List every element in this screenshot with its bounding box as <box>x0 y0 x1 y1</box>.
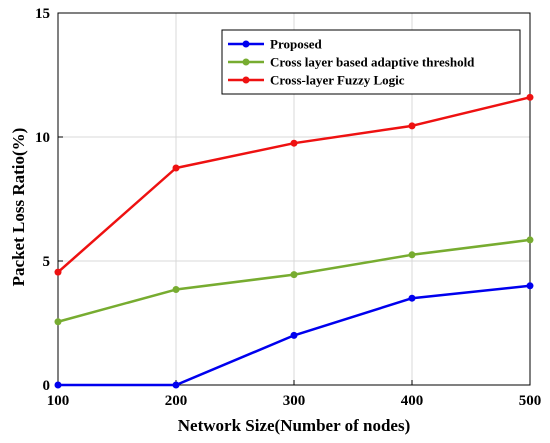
legend: Proposed Cross layer based adaptive thres… <box>221 29 521 95</box>
legend-marker <box>242 40 250 48</box>
legend-box <box>221 29 521 95</box>
x-tick-label: 500 <box>519 393 542 409</box>
legend-item: Cross layer based adaptive threshold <box>228 55 475 70</box>
data-point <box>408 122 416 130</box>
series-1 <box>54 236 534 326</box>
x-tick-label: 100 <box>47 393 70 409</box>
data-point <box>526 282 534 290</box>
data-point <box>172 286 180 294</box>
legend-label: Cross-layer Fuzzy Logic <box>270 73 405 88</box>
series-layer <box>54 93 534 389</box>
data-point <box>526 236 534 244</box>
x-tick-label: 400 <box>401 393 424 409</box>
legend-item: Proposed <box>228 37 323 52</box>
data-point <box>526 93 534 101</box>
y-tick-label: 10 <box>35 130 50 146</box>
legend-marker <box>242 76 250 84</box>
x-axis-label: Network Size(Number of nodes) <box>178 416 410 435</box>
data-point <box>290 139 298 147</box>
data-point <box>408 294 416 302</box>
series-0 <box>54 282 534 389</box>
legend-label: Cross layer based adaptive threshold <box>270 55 475 70</box>
data-point <box>172 164 180 172</box>
y-axis-label: Packet Loss Ratio(%) <box>9 128 28 287</box>
legend-marker <box>242 58 250 66</box>
data-point <box>54 381 62 389</box>
data-point <box>172 381 180 389</box>
series-2 <box>54 93 534 276</box>
data-point <box>290 331 298 339</box>
legend-item: Cross-layer Fuzzy Logic <box>228 73 405 88</box>
data-point <box>54 318 62 326</box>
y-tick-label: 15 <box>35 6 50 22</box>
x-tick-label: 300 <box>283 393 306 409</box>
data-point <box>290 271 298 279</box>
axis-ticks: 100 200 300 400 500 0 5 10 15 <box>35 6 541 409</box>
legend-label: Proposed <box>270 37 323 52</box>
data-point <box>408 251 416 259</box>
y-tick-label: 5 <box>43 254 51 270</box>
x-tick-label: 200 <box>165 393 188 409</box>
y-tick-label: 0 <box>43 378 51 394</box>
data-point <box>54 268 62 276</box>
